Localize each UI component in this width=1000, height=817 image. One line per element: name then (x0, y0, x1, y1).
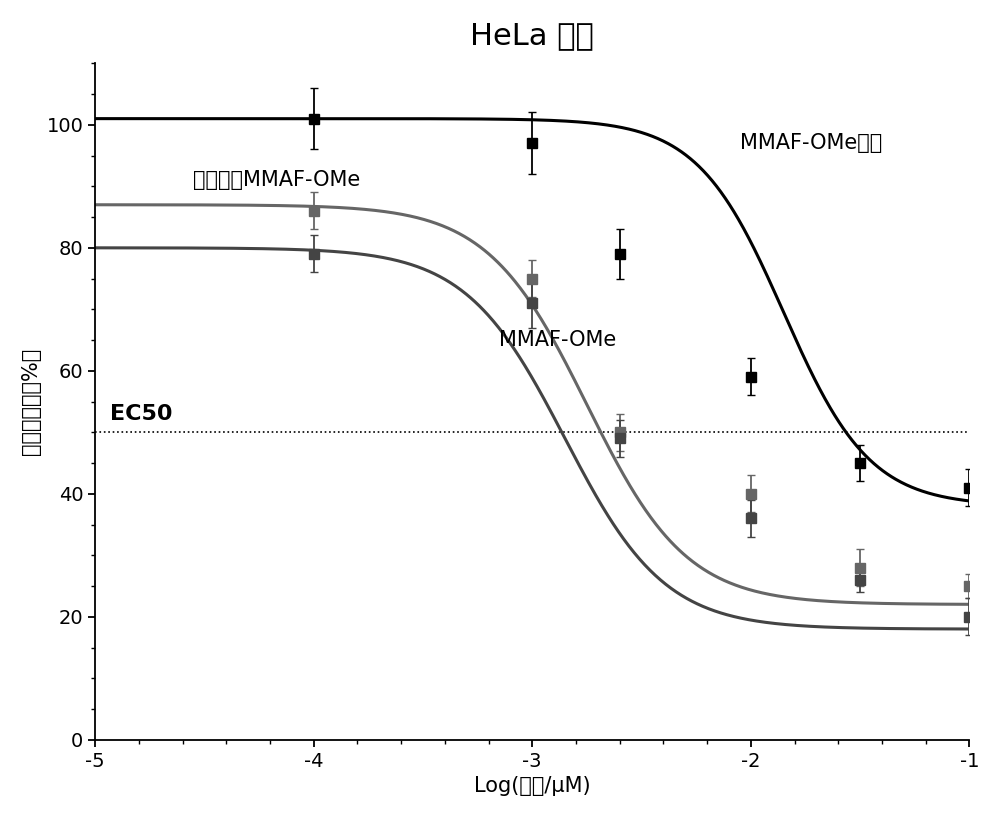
Text: MMAF-OMe前药: MMAF-OMe前药 (740, 133, 882, 154)
X-axis label: Log(浓度/μM): Log(浓度/μM) (474, 776, 591, 797)
Title: HeLa 细胞: HeLa 细胞 (470, 20, 594, 50)
Text: 被激活的MMAF-OMe: 被激活的MMAF-OMe (193, 170, 361, 190)
Text: EC50: EC50 (110, 404, 173, 424)
Y-axis label: 细胞存活率（%）: 细胞存活率（%） (21, 348, 41, 455)
Text: MMAF-OMe: MMAF-OMe (499, 330, 617, 350)
